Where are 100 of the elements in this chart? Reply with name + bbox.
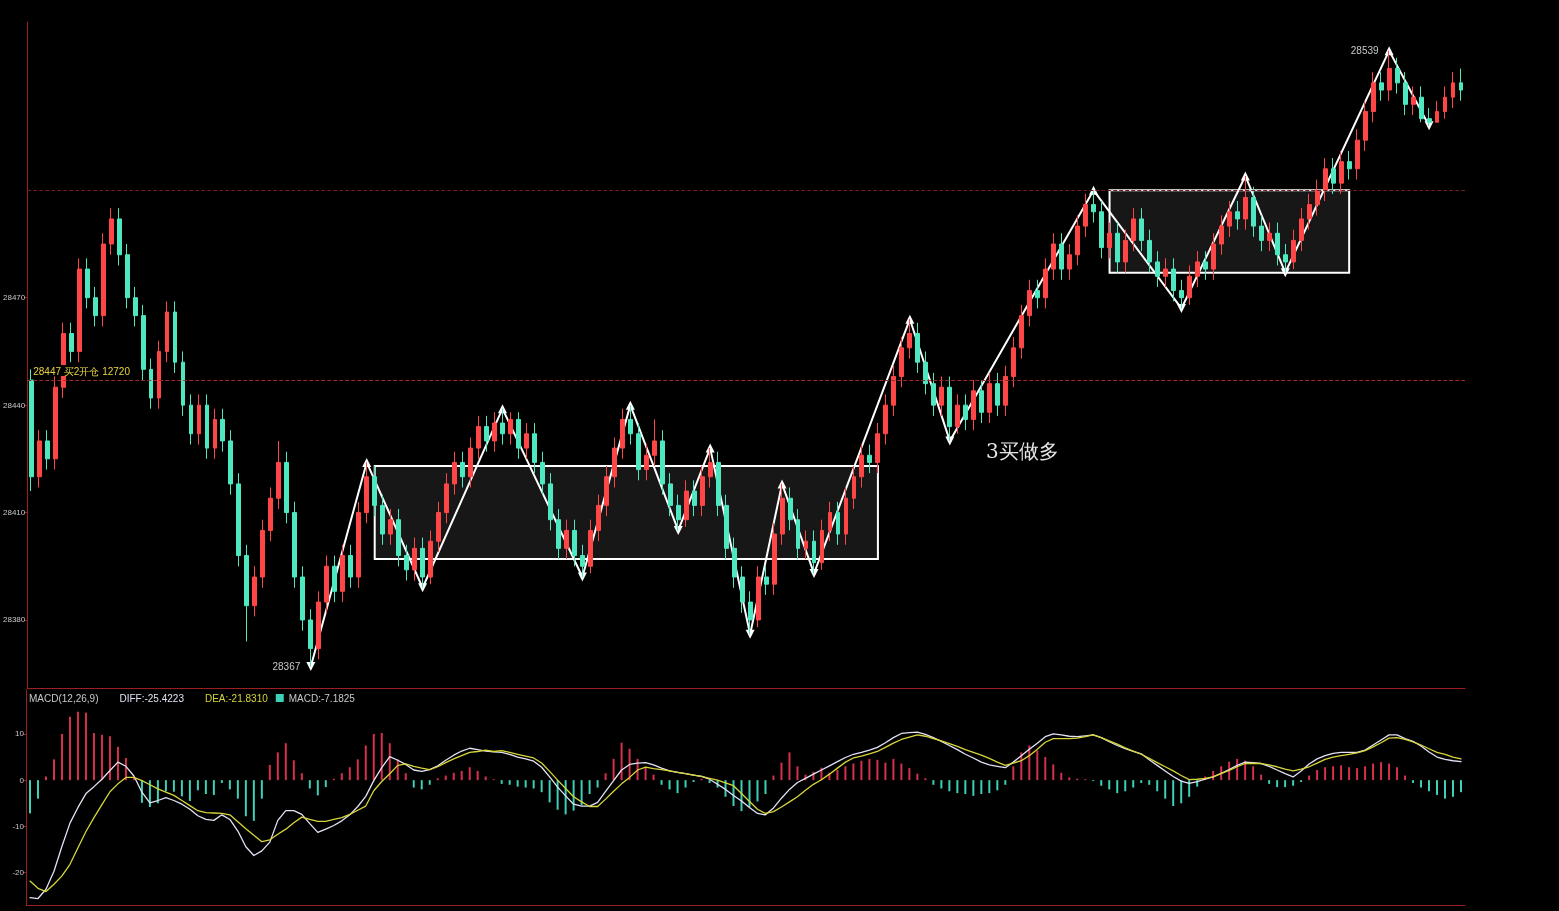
candlestick <box>252 565 257 617</box>
bar <box>196 780 199 791</box>
ref-line-label: 28447 买2开仓 12720 <box>33 365 131 377</box>
bar <box>460 770 463 781</box>
candlestick <box>181 350 185 417</box>
candlestick <box>867 444 872 474</box>
candlestick <box>684 479 689 528</box>
bar <box>1260 774 1263 781</box>
y-tick-label: 10 <box>15 729 25 739</box>
bar <box>308 780 311 789</box>
bar <box>220 780 223 783</box>
candlestick <box>1131 207 1136 252</box>
candlestick <box>844 486 848 546</box>
candlestick <box>436 501 441 553</box>
bar <box>484 776 487 781</box>
bar <box>1252 766 1255 781</box>
candlestick <box>236 472 241 567</box>
candlestick <box>205 393 209 460</box>
candlestick <box>883 393 888 446</box>
candlestick <box>772 522 777 596</box>
bar <box>1396 767 1399 781</box>
candlestick <box>324 555 329 614</box>
bar <box>420 780 423 790</box>
candlestick <box>1259 214 1264 252</box>
bar <box>860 760 863 781</box>
candlestick <box>1195 250 1200 288</box>
y-tick-label: -10 <box>12 821 25 831</box>
bar <box>996 780 999 791</box>
candlestick <box>77 257 82 363</box>
candlestick <box>995 372 1000 417</box>
candlestick <box>1339 150 1344 195</box>
bar <box>1428 780 1431 792</box>
candlestick <box>963 393 968 431</box>
candlestick <box>1291 229 1296 270</box>
bar <box>1012 766 1015 781</box>
candlestick <box>444 472 449 524</box>
candlestick <box>1371 71 1376 123</box>
y-tick-label: 28440 <box>3 400 26 410</box>
candlestick <box>141 304 146 381</box>
bar <box>844 766 847 781</box>
candlestick <box>788 486 793 531</box>
bar <box>500 780 503 784</box>
candlestick <box>652 418 657 467</box>
bar <box>1140 780 1143 783</box>
candlestick <box>1059 232 1064 281</box>
candlestick <box>1275 222 1280 266</box>
candlestick <box>732 537 737 589</box>
candlestick <box>1267 222 1272 252</box>
candlestick <box>284 451 289 524</box>
candlestick <box>1099 200 1104 259</box>
candlestick <box>804 529 808 560</box>
bar <box>572 780 575 811</box>
bar <box>580 780 583 806</box>
candlestick <box>1003 365 1008 417</box>
bar <box>292 760 295 781</box>
candlestick <box>133 286 138 327</box>
bar <box>876 759 879 781</box>
candlestick <box>596 494 601 542</box>
candlestick <box>548 472 553 531</box>
bar <box>228 780 231 790</box>
bar <box>1124 780 1127 792</box>
bar <box>1324 767 1327 781</box>
bar <box>916 773 919 781</box>
candlestick <box>1163 257 1168 288</box>
bar <box>100 734 103 781</box>
candlestick <box>724 494 729 560</box>
bar <box>1060 772 1063 781</box>
candlestick <box>891 365 896 417</box>
candlestick <box>644 444 649 481</box>
bar <box>780 762 783 781</box>
candlestick <box>1043 257 1048 309</box>
bar <box>1284 780 1287 788</box>
candlestick <box>828 501 832 542</box>
candlestick <box>1139 207 1144 252</box>
bar <box>52 759 55 781</box>
text: DEA:-21.8310 <box>204 692 269 704</box>
bar <box>1044 757 1047 781</box>
bar <box>1188 780 1191 797</box>
bar <box>364 745 367 781</box>
candlestick <box>1115 222 1120 274</box>
candlestick <box>165 300 169 363</box>
candlestick <box>820 519 824 571</box>
candlestick <box>636 422 641 481</box>
candlestick <box>1019 304 1024 360</box>
candlestick <box>452 451 457 496</box>
candlestick <box>852 465 856 510</box>
candlestick <box>404 544 409 582</box>
bar <box>300 773 303 781</box>
candlestick <box>859 444 864 488</box>
candlestick <box>668 472 673 517</box>
bar <box>1164 780 1167 799</box>
candlestick <box>955 393 960 435</box>
candlestick <box>1187 264 1192 306</box>
candlestick <box>931 372 936 417</box>
bar <box>380 733 383 781</box>
candlestick <box>660 429 665 496</box>
candlestick <box>1083 193 1088 238</box>
candlestick <box>37 429 42 488</box>
candlestick <box>109 207 114 256</box>
bar <box>372 733 375 781</box>
